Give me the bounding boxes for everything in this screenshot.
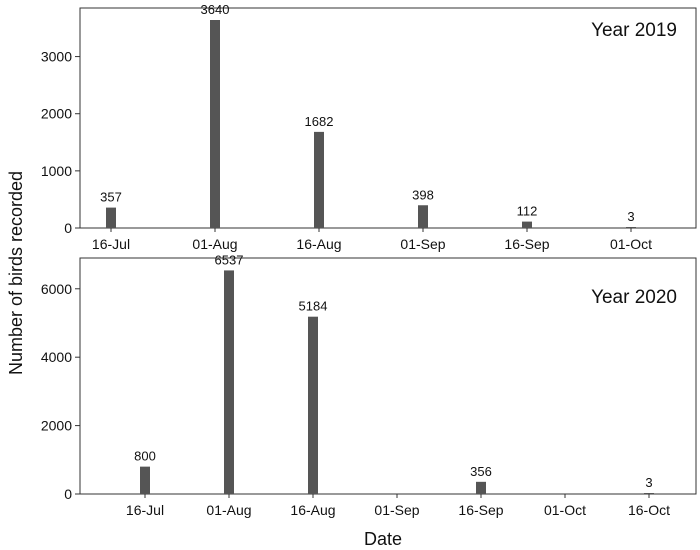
x-axis-title: Date bbox=[364, 529, 402, 549]
x-tick-label: 01-Aug bbox=[206, 502, 251, 518]
y-tick-label: 0 bbox=[64, 220, 72, 236]
bar bbox=[106, 207, 116, 228]
x-tick-label: 16-Jul bbox=[126, 502, 164, 518]
y-tick-label: 0 bbox=[64, 486, 72, 502]
data-label: 357 bbox=[100, 190, 122, 205]
x-tick-label: 01-Sep bbox=[400, 236, 445, 252]
bar bbox=[308, 316, 318, 494]
y-tick-label: 1000 bbox=[41, 163, 72, 179]
x-tick-label: 01-Aug bbox=[192, 236, 237, 252]
x-tick-label: 01-Oct bbox=[544, 502, 586, 518]
panel-frame bbox=[79, 7, 697, 229]
data-label: 3 bbox=[645, 475, 652, 490]
x-tick-label: 16-Sep bbox=[504, 236, 549, 252]
bar bbox=[140, 466, 150, 494]
chart-panel-2020: Year 2020 0 2000 4000 6000 16-Jul 01-Aug 16-Au… bbox=[41, 252, 697, 518]
data-label: 1682 bbox=[305, 114, 334, 129]
x-tick-label: 16-Oct bbox=[628, 502, 670, 518]
y-axis-title: Number of birds recorded bbox=[6, 171, 26, 375]
panel-title: Year 2020 bbox=[591, 287, 677, 308]
bar bbox=[476, 481, 486, 494]
data-label: 6537 bbox=[215, 252, 244, 267]
data-label: 356 bbox=[470, 464, 492, 479]
data-label: 5184 bbox=[299, 299, 328, 314]
data-label: 398 bbox=[412, 187, 434, 202]
bar bbox=[644, 493, 654, 494]
chart-panel-2019: Year 2019 0 1000 2000 3000 16-Jul 01-Aug 16-Au… bbox=[41, 2, 697, 252]
data-label: 112 bbox=[517, 204, 538, 219]
bar bbox=[626, 227, 636, 228]
y-tick-label: 4000 bbox=[41, 349, 72, 365]
bar bbox=[224, 270, 234, 494]
x-tick-label: 16-Aug bbox=[296, 236, 341, 252]
x-tick-label: 16-Jul bbox=[92, 236, 130, 252]
y-tick-label: 6000 bbox=[41, 281, 72, 297]
bar bbox=[418, 205, 428, 228]
data-label: 3 bbox=[627, 209, 634, 224]
bar bbox=[210, 20, 220, 228]
x-tick-label: 16-Aug bbox=[290, 502, 335, 518]
bar bbox=[522, 221, 532, 228]
panel-title: Year 2019 bbox=[591, 20, 677, 41]
y-tick-label: 3000 bbox=[41, 49, 72, 65]
panel-frame bbox=[79, 257, 697, 495]
bar bbox=[314, 131, 324, 228]
data-label: 800 bbox=[134, 449, 156, 464]
x-tick-label: 16-Sep bbox=[458, 502, 503, 518]
y-tick-label: 2000 bbox=[41, 106, 72, 122]
y-tick-label: 2000 bbox=[41, 418, 72, 434]
x-tick-label: 01-Sep bbox=[374, 502, 419, 518]
data-label: 3640 bbox=[201, 2, 230, 17]
x-tick-label: 01-Oct bbox=[610, 236, 652, 252]
